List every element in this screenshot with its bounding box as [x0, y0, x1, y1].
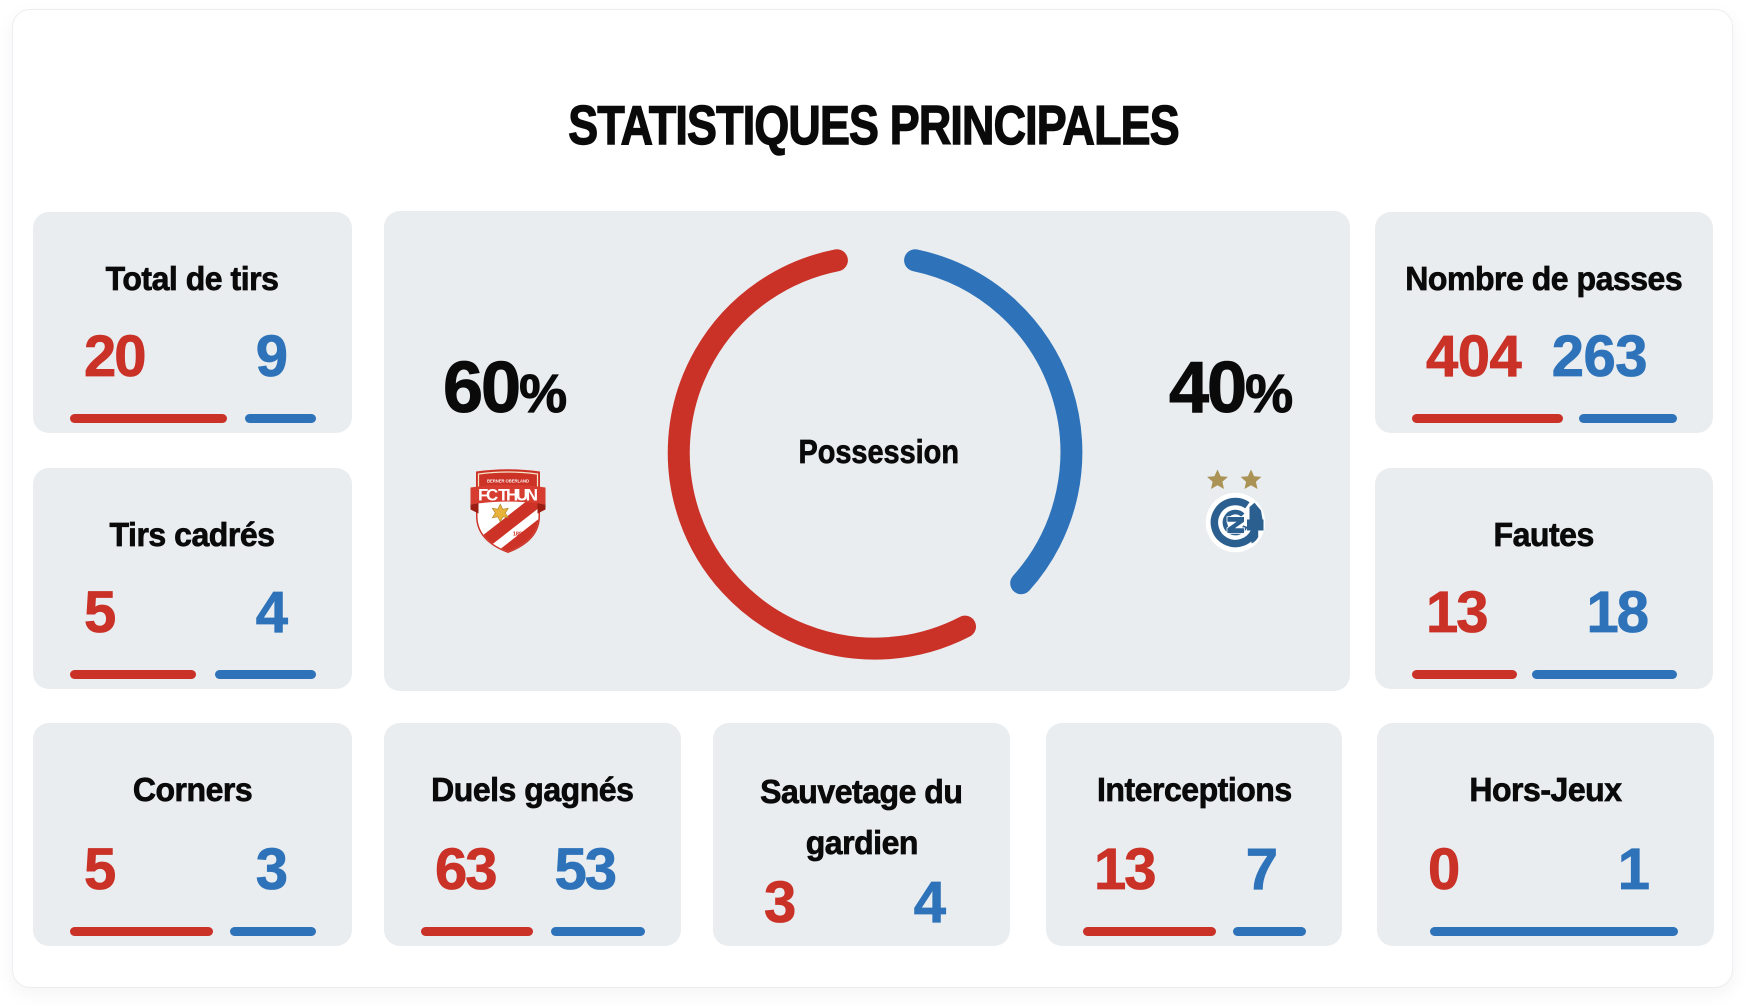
svg-text:FC THUN: FC THUN [478, 486, 538, 505]
svg-text:BERNER OBERLAND: BERNER OBERLAND [487, 479, 529, 484]
svg-text:1898: 1898 [513, 532, 525, 538]
